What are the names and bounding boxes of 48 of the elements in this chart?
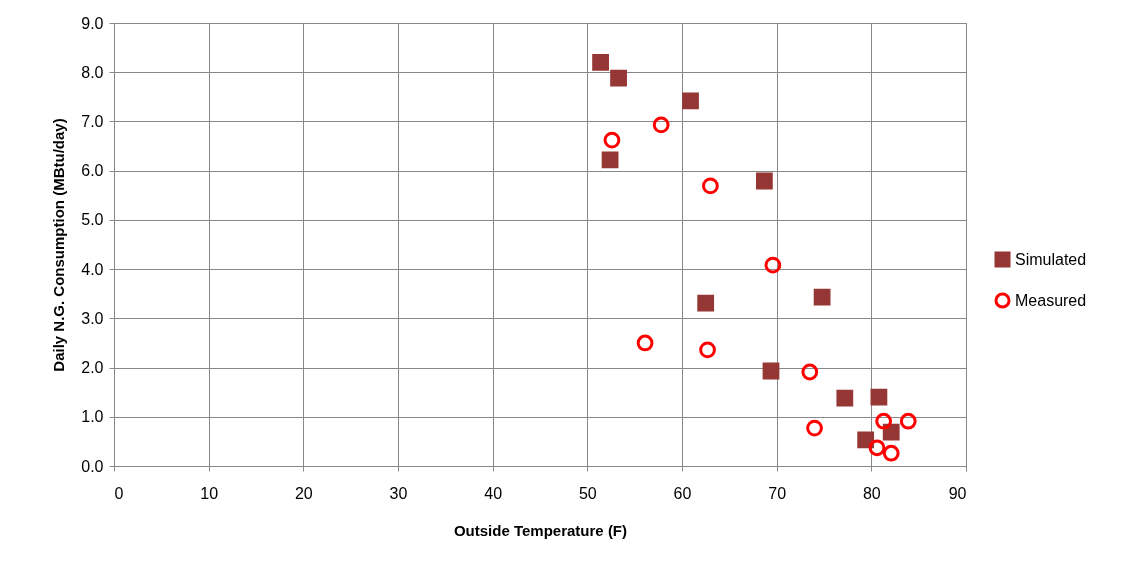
legend-label: Measured (1015, 291, 1087, 309)
x-tick-label: 70 (768, 484, 787, 502)
point (764, 256, 782, 274)
x-tick-label: 80 (862, 484, 881, 502)
point (755, 172, 773, 190)
point (875, 412, 893, 430)
y-tick-label: 1.0 (81, 408, 104, 426)
point (836, 389, 854, 407)
x-tick-label: 60 (673, 484, 692, 502)
point (699, 341, 716, 359)
x-tick-label: 50 (578, 484, 597, 502)
point (801, 363, 819, 381)
point (857, 431, 875, 449)
x-tick-label: 90 (948, 484, 967, 502)
y-tick-label: 0.0 (81, 457, 104, 475)
point (870, 388, 888, 406)
x-tick-label: 0 (114, 484, 124, 502)
y-tick-label: 2.0 (81, 359, 104, 377)
point (682, 92, 699, 110)
x-axis-title: Outside Temperature (F) (453, 521, 628, 539)
point (762, 362, 780, 380)
point (592, 53, 609, 71)
y-tick-label: 3.0 (81, 309, 104, 327)
y-tick-label: 8.0 (81, 63, 104, 81)
y-tick-label: 6.0 (81, 162, 104, 180)
point (636, 334, 654, 352)
legend-label: Simulated (1015, 250, 1087, 268)
x-tick-label: 30 (389, 484, 408, 502)
point (702, 177, 719, 195)
point (813, 288, 831, 306)
y-tick-label: 4.0 (81, 260, 104, 278)
y-tick-label: 9.0 (81, 14, 104, 32)
point (652, 116, 670, 134)
point (697, 294, 715, 312)
y-tick-label: 5.0 (81, 211, 104, 229)
x-tick-label: 40 (484, 484, 503, 502)
point (882, 444, 900, 462)
y-axis-title: Daily N.G. Consumption (MBtu/day) (50, 118, 68, 372)
point (601, 151, 619, 169)
y-tick-label: 7.0 (81, 112, 104, 130)
point (610, 69, 627, 87)
point (868, 439, 886, 457)
point (882, 423, 900, 441)
point (603, 131, 621, 149)
point (806, 419, 823, 437)
x-tick-label: 20 (294, 484, 313, 502)
x-tick-label: 10 (200, 484, 219, 502)
point (899, 412, 917, 430)
